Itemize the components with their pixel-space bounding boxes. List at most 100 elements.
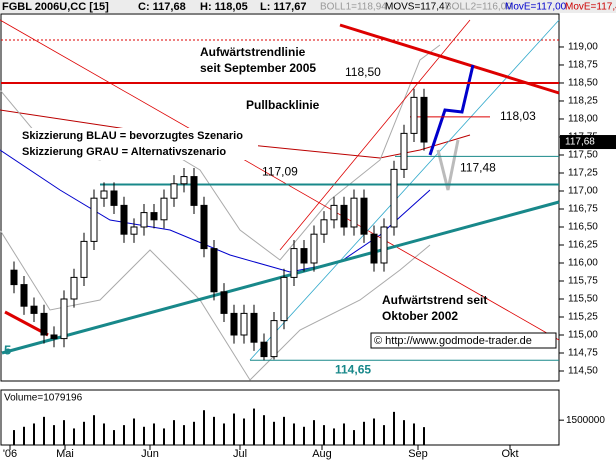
header: BOLL2=116,00: [445, 2, 512, 13]
x-tick-label: Jun: [141, 448, 159, 460]
volume-bar: [113, 430, 115, 445]
candle-body: [290, 248, 298, 278]
candle-body: [350, 197, 358, 228]
y-tick-label: 119,00: [568, 42, 598, 53]
volume-bar: [293, 423, 295, 445]
volume-bar: [363, 421, 365, 445]
candle-body: [150, 212, 158, 221]
header: C: 117,68: [138, 1, 186, 13]
annotation: Skizzierung GRAU = Alternativszenario: [22, 146, 226, 158]
volume-label: Volume=1079196: [4, 393, 83, 404]
volume-bar: [153, 423, 155, 445]
volume-bar: [243, 418, 245, 445]
channel-line: [279, 19, 471, 251]
candle-body: [300, 248, 308, 264]
candle-body: [170, 183, 178, 199]
volume-bar: [373, 418, 375, 445]
volume-bar: [323, 425, 325, 445]
y-tick-label: 116,25: [568, 240, 598, 251]
y-tick-label: 115,75: [568, 276, 598, 287]
volume-bar: [13, 430, 15, 445]
moving-average: [0, 109, 471, 159]
y-tick-label: 114,75: [568, 348, 598, 359]
x-tick-label: Mai: [56, 448, 74, 460]
volume-bar: [383, 425, 385, 445]
volume-bar: [303, 426, 305, 445]
y-tick-label: 115,25: [568, 312, 598, 323]
volume-bar: [23, 426, 25, 445]
y-tick-label: 117,00: [568, 186, 598, 197]
volume-bar: [343, 423, 345, 445]
header: MovE=117,00: [505, 2, 567, 13]
y-tick-label: 115,00: [568, 330, 598, 341]
y-tick-label: 118,00: [568, 114, 598, 125]
x-tick-label: Okt: [501, 448, 518, 460]
volume-bar: [63, 420, 65, 445]
y-tick-label: 116,50: [568, 222, 598, 233]
candle-body: [210, 248, 218, 293]
header: MovE=117,47: [565, 2, 616, 13]
candle-body: [240, 312, 248, 336]
candle-body: [260, 341, 268, 358]
y-tick-label: 117,25: [568, 168, 598, 179]
volume-bar: [143, 426, 145, 445]
source: © http://www.godmode-trader.de: [374, 335, 532, 347]
volume-bar: [253, 408, 255, 445]
header: MOVS=117,47: [385, 2, 451, 13]
volume-bar: [33, 423, 35, 445]
candle-body: [280, 276, 288, 322]
candle-body: [40, 312, 48, 336]
volume-bar: [413, 423, 415, 445]
candle-body: [60, 298, 68, 340]
candle-body: [340, 204, 348, 228]
moving-average: [0, 149, 431, 273]
candle-body: [50, 334, 58, 340]
candle-body: [250, 312, 258, 343]
candle-body: [230, 312, 238, 336]
volume-bar: [423, 427, 425, 445]
last-price-label: 117,68: [565, 137, 595, 148]
candle-body: [160, 197, 168, 221]
x-tick-label: Sep: [408, 448, 428, 460]
candle-body: [120, 204, 128, 235]
volume-tick-label: 1500000: [566, 415, 605, 426]
volume-bar: [73, 428, 75, 445]
trend-line: [339, 23, 560, 95]
volume-bar: [93, 415, 95, 445]
level-label: 117,48: [460, 161, 496, 175]
volume-bar: [183, 425, 185, 445]
level-label: 118,03: [500, 109, 536, 123]
volume-bar: [83, 421, 85, 445]
candle-body: [30, 305, 38, 314]
annotation: seit September 2005: [200, 61, 316, 75]
candle-body: [110, 190, 118, 206]
level-label: 117,09: [262, 165, 298, 179]
annotation: Pullbacklinie: [246, 98, 320, 112]
candle-body: [100, 190, 108, 199]
candle-body: [20, 284, 28, 307]
volume-bar: [163, 428, 165, 445]
candle-body: [320, 219, 328, 235]
header: L: 117,67: [260, 1, 306, 13]
source-box: [370, 332, 557, 349]
y-tick-label: 115,50: [568, 294, 598, 305]
candle-body: [310, 233, 318, 264]
blue-scenario: [428, 64, 475, 156]
level-label: 118,50: [345, 65, 381, 79]
last-price-box: [560, 135, 616, 150]
candle-body: [10, 269, 18, 286]
y-tick-label: 118,75: [568, 60, 598, 71]
candle-body: [400, 132, 408, 170]
x-tick-label: Jul: [233, 448, 247, 460]
header: FGBL 2006U,CC [15]: [2, 1, 109, 13]
volume-bar: [403, 420, 405, 445]
volume-bar: [233, 413, 235, 445]
volume-bar: [393, 411, 395, 445]
candle-body: [130, 226, 138, 235]
volume-bar: [53, 425, 55, 445]
volume-bar: [353, 430, 355, 445]
legend-box: [18, 128, 258, 160]
bollinger-band: [0, 229, 431, 381]
